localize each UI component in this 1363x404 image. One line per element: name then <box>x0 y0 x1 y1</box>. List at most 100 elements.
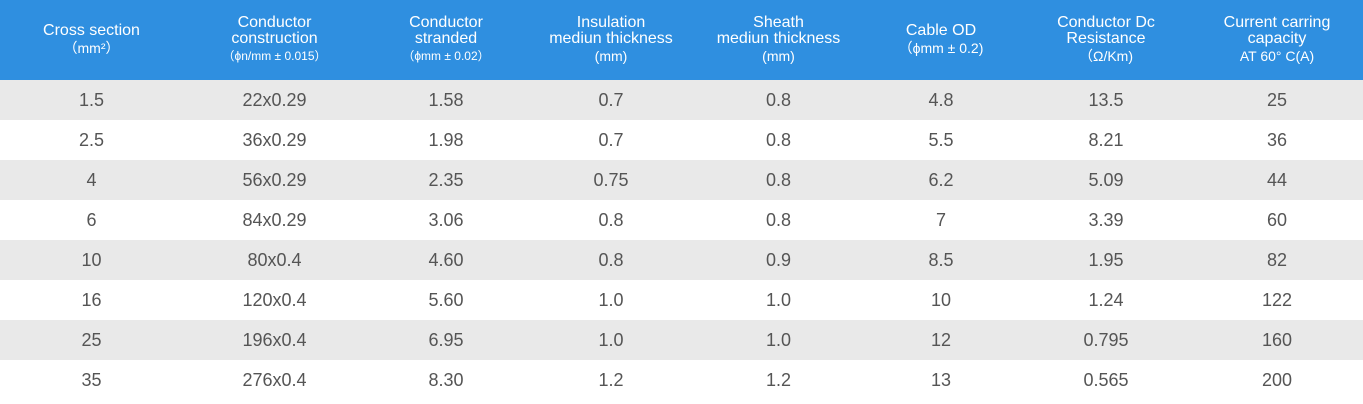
table-cell: 60 <box>1266 209 1288 230</box>
table-cell: 1.98 <box>428 129 464 150</box>
table-cell: 4.8 <box>928 89 954 110</box>
header-unit: （ϕmm ± 0.2) <box>898 40 984 56</box>
header-label-line: mediun thickness <box>716 30 841 47</box>
table-cell: 122 <box>1261 289 1293 310</box>
table-cell: 0.565 <box>1083 369 1129 390</box>
header-label-line: Conductor <box>409 14 483 31</box>
header-label-line: Resistance <box>1066 30 1146 47</box>
table-header: Cross section （mm²） Conductor construction （… <box>0 0 1363 80</box>
table-row: 6 84x0.29 3.06 0.8 0.8 7 3.39 60 <box>0 200 1363 240</box>
header-unit: （ϕmm ± 0.02） <box>402 49 490 63</box>
table-cell: 25 <box>1266 89 1288 110</box>
table-cell: 8.5 <box>928 249 954 270</box>
table-cell: 44 <box>1266 169 1288 190</box>
table-cell: 10 <box>81 249 102 270</box>
table-cell: 6.2 <box>928 169 954 190</box>
table-cell: 0.8 <box>765 129 792 150</box>
header-label-line: stranded <box>414 30 478 47</box>
table-row: 1.5 22x0.29 1.58 0.7 0.8 4.8 13.5 25 <box>0 80 1363 120</box>
header-cross-section: Cross section （mm²） <box>0 0 183 80</box>
table-cell: 6 <box>86 209 97 230</box>
table-cell: 2.35 <box>428 169 464 190</box>
header-cable-od: Cable OD （ϕmm ± 0.2) <box>861 0 1021 80</box>
table-cell: 36x0.29 <box>242 129 307 150</box>
header-label-line: construction <box>231 30 318 47</box>
header-row: Cross section （mm²） Conductor construction （… <box>0 0 1363 80</box>
table-cell: 160 <box>1261 329 1293 350</box>
table-cell: 84x0.29 <box>242 209 307 230</box>
table-cell: 0.795 <box>1083 329 1129 350</box>
table-cell: 1.2 <box>765 369 792 390</box>
table-cell: 1.58 <box>428 89 464 110</box>
header-label-line: Cross section <box>43 22 140 39</box>
table-cell: 5.09 <box>1088 169 1124 190</box>
header-unit: (mm) <box>594 48 628 64</box>
table-cell: 10 <box>930 289 952 310</box>
table-cell: 1.2 <box>598 369 624 390</box>
table-cell: 196x0.4 <box>242 329 307 350</box>
header-unit: （mm²） <box>63 40 120 56</box>
table-cell: 1.24 <box>1088 289 1124 310</box>
table-cell: 2.5 <box>78 129 105 150</box>
table-cell: 0.9 <box>765 249 792 270</box>
table-cell: 25 <box>81 329 102 350</box>
header-insulation-thickness: Insulation mediun thickness (mm) <box>526 0 696 80</box>
table-cell: 0.7 <box>598 129 624 150</box>
header-conductor-stranded: Conductor stranded （ϕmm ± 0.02） <box>366 0 526 80</box>
table-body: 1.5 22x0.29 1.58 0.7 0.8 4.8 13.5 25 2.5 36x0.29 1… <box>0 80 1363 400</box>
table-cell: 1.95 <box>1088 249 1124 270</box>
table-cell: 3.06 <box>428 209 464 230</box>
header-label-line: Cable OD <box>905 22 977 39</box>
table-cell: 1.0 <box>598 329 624 350</box>
table-cell: 82 <box>1266 249 1288 270</box>
header-conductor-construction: Conductor construction （ϕn/mm ± 0.015） <box>183 0 366 80</box>
table-cell: 200 <box>1261 369 1293 390</box>
table-cell: 4 <box>86 169 97 190</box>
table-cell: 0.8 <box>765 169 792 190</box>
table-cell: 35 <box>81 369 102 390</box>
table-cell: 22x0.29 <box>242 89 307 110</box>
header-unit: （Ω/Km) <box>1078 48 1134 64</box>
table-row: 2.5 36x0.29 1.98 0.7 0.8 5.5 8.21 36 <box>0 120 1363 160</box>
header-sheath-thickness: Sheath mediun thickness (mm) <box>696 0 861 80</box>
header-unit: AT 60° C(A) <box>1239 48 1315 64</box>
header-label-line: Conductor Dc <box>1057 14 1155 31</box>
table-cell: 13.5 <box>1088 89 1124 110</box>
table-cell: 0.75 <box>593 169 629 190</box>
table-row: 16 120x0.4 5.60 1.0 1.0 10 1.24 122 <box>0 280 1363 320</box>
table-cell: 36 <box>1266 129 1288 150</box>
table-cell: 0.8 <box>765 89 792 110</box>
table-cell: 1.0 <box>598 289 624 310</box>
table-cell: 56x0.29 <box>242 169 307 190</box>
table-cell: 0.8 <box>598 209 624 230</box>
header-unit: (mm) <box>762 48 795 64</box>
header-conductor-resistance: Conductor Dc Resistance （Ω/Km) <box>1021 0 1191 80</box>
table-cell: 13 <box>930 369 952 390</box>
table-cell: 8.21 <box>1088 129 1124 150</box>
table-cell: 16 <box>81 289 102 310</box>
table-cell: 80x0.4 <box>247 249 302 270</box>
header-current-capacity: Current carring capacity AT 60° C(A) <box>1191 0 1363 80</box>
header-label-line: mediun thickness <box>549 30 673 47</box>
table-cell: 0.8 <box>598 249 624 270</box>
header-label-line: capacity <box>1247 30 1307 47</box>
table-row: 35 276x0.4 8.30 1.2 1.2 13 0.565 200 <box>0 360 1363 400</box>
table-cell: 3.39 <box>1088 209 1124 230</box>
table-cell: 7 <box>935 209 946 230</box>
table-cell: 6.95 <box>428 329 464 350</box>
table-cell: 1.0 <box>765 289 792 310</box>
table-cell: 0.8 <box>765 209 792 230</box>
table-cell: 276x0.4 <box>242 369 307 390</box>
table-row: 10 80x0.4 4.60 0.8 0.9 8.5 1.95 82 <box>0 240 1363 280</box>
table-cell: 1.5 <box>78 89 105 110</box>
table-row: 25 196x0.4 6.95 1.0 1.0 12 0.795 160 <box>0 320 1363 360</box>
table-cell: 12 <box>930 329 952 350</box>
header-label-line: Sheath <box>753 14 804 31</box>
table-row: 4 56x0.29 2.35 0.75 0.8 6.2 5.09 44 <box>0 160 1363 200</box>
table-cell: 5.60 <box>428 289 464 310</box>
header-label-line: Current carring <box>1223 14 1331 31</box>
header-unit: （ϕn/mm ± 0.015） <box>222 49 327 63</box>
table-cell: 1.0 <box>765 329 792 350</box>
table-cell: 8.30 <box>428 369 464 390</box>
